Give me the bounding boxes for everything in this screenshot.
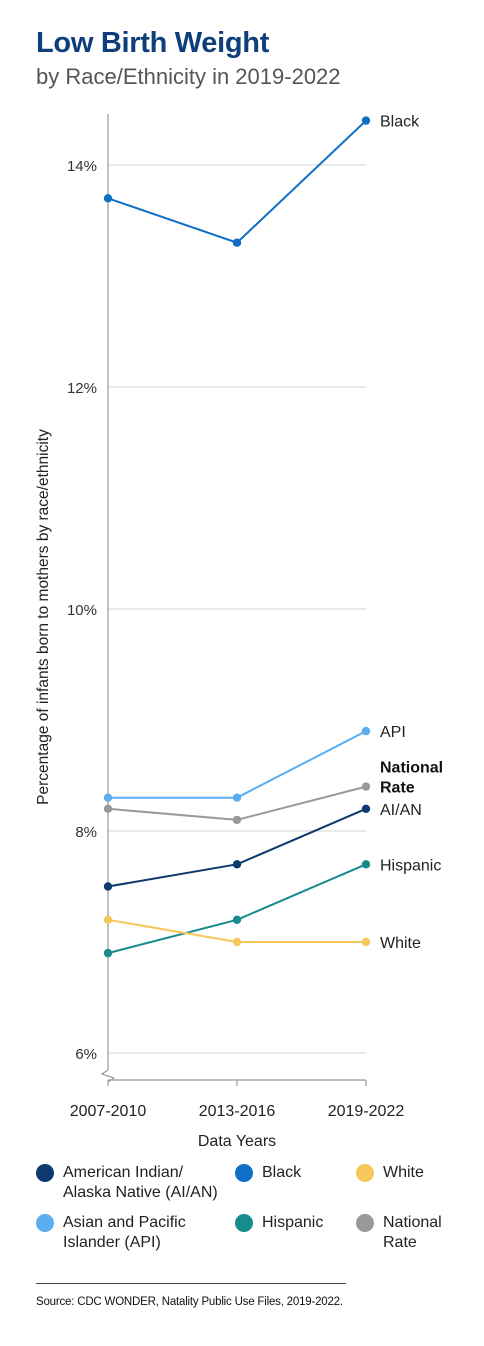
- y-axis-title: Percentage of infants born to mothers by…: [35, 429, 52, 805]
- data-point-hispanic: [361, 860, 371, 869]
- data-point-black: [361, 116, 371, 125]
- end-label-hispanic: Hispanic: [380, 857, 441, 874]
- data-point-api: [103, 793, 113, 802]
- y-tick-label: 8%: [75, 824, 97, 841]
- legend-swatch: [356, 1214, 374, 1232]
- y-tick-label: 6%: [75, 1046, 97, 1063]
- end-label-api: API: [380, 724, 406, 741]
- data-point-white: [232, 937, 242, 947]
- data-point-aian: [361, 804, 371, 813]
- y-tick-label: 12%: [67, 380, 97, 397]
- data-point-api: [361, 726, 371, 736]
- data-point-black: [103, 194, 113, 203]
- data-point-black: [232, 238, 242, 247]
- series-line-api: [108, 730, 367, 799]
- y-tick-label: 14%: [67, 158, 97, 175]
- data-point-aian: [232, 860, 242, 869]
- series-line-black: [107, 119, 367, 244]
- legend-item: American Indian/Alaska Native (AI/AN): [36, 1163, 218, 1203]
- legend-item: Hispanic: [235, 1213, 323, 1233]
- data-point-white: [103, 915, 113, 924]
- data-point-white: [361, 937, 371, 947]
- legend-label: National Rate: [383, 1214, 442, 1251]
- legend-item: National Rate: [356, 1213, 442, 1253]
- legend-label: American Indian/Alaska Native (AI/AN): [63, 1164, 218, 1201]
- x-tick-label: 2013-2016: [199, 1103, 276, 1120]
- legend-label: Hispanic: [262, 1214, 324, 1231]
- source-divider: [36, 1283, 346, 1284]
- legend-item: Black: [235, 1163, 301, 1183]
- end-label-aian: AI/AN: [380, 802, 422, 819]
- data-point-api: [232, 793, 242, 802]
- y-tick-label: 10%: [67, 602, 97, 619]
- line-chart: 6% 8% 10% 12% 14% 2007-2010 2013-2016 2019-2022…: [35, 114, 443, 1150]
- data-point-national: [361, 782, 371, 791]
- data-point-hispanic: [103, 948, 113, 958]
- data-point-hispanic: [232, 915, 242, 924]
- data-point-national: [103, 804, 113, 813]
- legend-label: Black: [262, 1164, 302, 1181]
- x-axis-title: Data Years: [198, 1133, 276, 1150]
- legend-swatch: [235, 1214, 253, 1232]
- legend-swatch: [36, 1214, 54, 1232]
- x-tick-label: 2007-2010: [70, 1103, 147, 1120]
- series-line-national: [107, 785, 367, 821]
- legend-label: Asian and Pacific Islander (API): [63, 1214, 186, 1251]
- legend-item: White: [356, 1163, 424, 1183]
- x-tick-label: 2019-2022: [328, 1103, 405, 1120]
- end-label-white: White: [380, 935, 421, 952]
- legend-swatch: [356, 1164, 374, 1182]
- end-label-national: National Rate: [380, 760, 443, 797]
- chart-subtitle: by Race/Ethnicity in 2019-2022: [36, 64, 341, 89]
- source-note: Source: CDC WONDER, Natality Public Use …: [36, 1296, 343, 1308]
- end-label-black: Black: [380, 114, 420, 131]
- data-point-aian: [103, 882, 113, 891]
- data-point-national: [232, 815, 242, 825]
- chart-title: Low Birth Weight: [36, 27, 270, 59]
- legend-label: White: [383, 1164, 424, 1181]
- legend-swatch: [36, 1164, 54, 1182]
- legend-item: Asian and Pacific Islander (API): [36, 1213, 186, 1253]
- legend-swatch: [235, 1164, 253, 1182]
